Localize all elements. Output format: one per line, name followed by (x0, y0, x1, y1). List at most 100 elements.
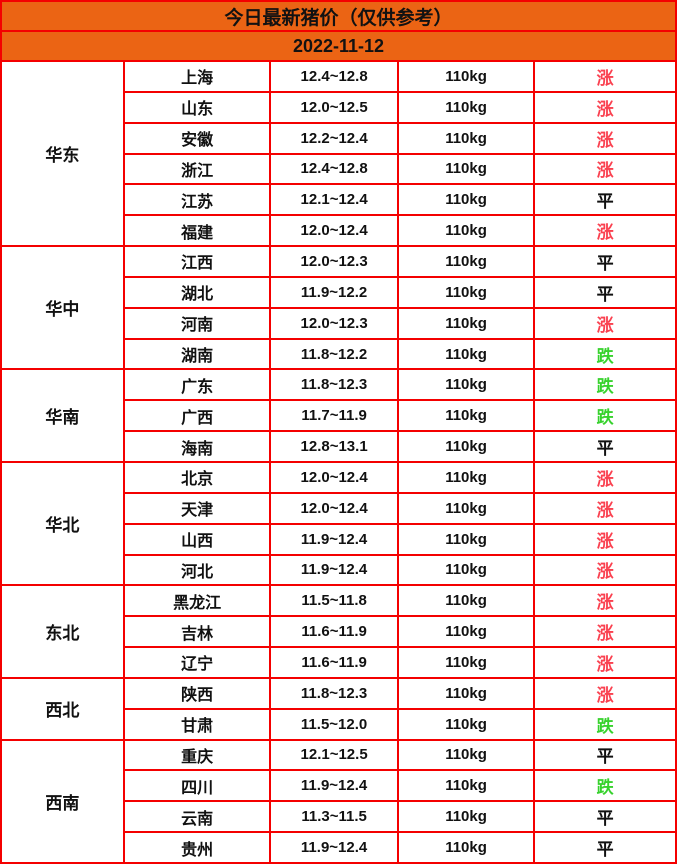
price-cell: 12.0~12.4 (269, 214, 399, 248)
price-cell: 11.6~11.9 (269, 615, 399, 649)
province-cell: 吉林 (122, 615, 272, 649)
province-cell: 陕西 (122, 676, 272, 710)
weight-cell: 110kg (396, 831, 536, 864)
price-cell: 12.1~12.5 (269, 738, 399, 772)
table-row: 海南 12.8~13.1 110kg 平 (1, 430, 677, 463)
price-cell: 11.9~12.2 (269, 275, 399, 309)
table-row: 贵州 11.9~12.4 110kg 平 (1, 831, 677, 864)
price-cell: 11.5~11.8 (269, 584, 399, 618)
price-cell: 12.2~12.4 (269, 121, 399, 155)
trend-cell: 涨 (533, 491, 677, 525)
table-row: 西南 重庆 12.1~12.5 110kg 平 (0, 738, 677, 864)
weight-cell: 110kg (396, 90, 536, 124)
table-row: 福建 12.0~12.4 110kg 涨 (1, 214, 677, 248)
weight-cell: 110kg (396, 183, 536, 217)
table-title-row: 今日最新猪价（仅供参考） (0, 0, 677, 32)
province-cell: 湖南 (122, 337, 272, 371)
region-cell: 华中 (0, 245, 125, 371)
table-row: 山东 12.0~12.5 110kg 涨 (1, 90, 677, 124)
weight-cell: 110kg (396, 121, 536, 155)
trend-cell: 平 (533, 183, 677, 217)
trend-cell: 跌 (533, 769, 677, 803)
trend-cell: 涨 (533, 90, 677, 124)
province-cell: 广东 (122, 368, 272, 402)
region-cell: 华北 (0, 460, 125, 587)
table-row: 安徽 12.2~12.4 110kg 涨 (1, 121, 677, 155)
province-cell: 福建 (122, 214, 272, 248)
price-cell: 12.0~12.5 (269, 90, 399, 124)
weight-cell: 110kg (396, 399, 536, 433)
date-label: 2022-11-12 (0, 30, 677, 62)
table-row: 华南 广东 11.8~12.3 110kg 跌 (0, 368, 677, 463)
trend-cell: 平 (533, 800, 677, 834)
trend-cell: 涨 (533, 214, 677, 248)
price-cell: 12.0~12.4 (269, 460, 399, 494)
table-row: 江苏 12.1~12.4 110kg 平 (1, 183, 677, 217)
price-cell: 12.8~13.1 (269, 430, 399, 463)
weight-cell: 110kg (396, 615, 536, 649)
trend-cell: 涨 (533, 646, 677, 679)
weight-cell: 110kg (396, 800, 536, 834)
trend-cell: 涨 (533, 522, 677, 556)
province-cell: 云南 (122, 800, 272, 834)
trend-cell: 跌 (533, 399, 677, 433)
price-cell: 11.9~12.4 (269, 769, 399, 803)
province-cell: 天津 (122, 491, 272, 525)
province-cell: 北京 (122, 460, 272, 494)
province-cell: 重庆 (122, 738, 272, 772)
weight-cell: 110kg (396, 553, 536, 587)
price-cell: 11.7~11.9 (269, 399, 399, 433)
trend-cell: 平 (533, 245, 677, 278)
table-date-row: 2022-11-12 (0, 30, 677, 62)
table-row: 广西 11.7~11.9 110kg 跌 (1, 399, 677, 433)
price-cell: 12.4~12.8 (269, 152, 399, 186)
province-cell: 江苏 (122, 183, 272, 217)
province-cell: 安徽 (122, 121, 272, 155)
weight-cell: 110kg (396, 275, 536, 309)
weight-cell: 110kg (396, 707, 536, 741)
weight-cell: 110kg (396, 245, 536, 278)
price-cell: 11.8~12.2 (269, 337, 399, 371)
weight-cell: 110kg (396, 306, 536, 340)
weight-cell: 110kg (396, 769, 536, 803)
province-cell: 广西 (122, 399, 272, 433)
table-row: 浙江 12.4~12.8 110kg 涨 (1, 152, 677, 186)
table-row: 吉林 11.6~11.9 110kg 涨 (1, 615, 677, 649)
region-cell: 西北 (0, 676, 125, 741)
price-cell: 11.6~11.9 (269, 646, 399, 679)
trend-cell: 涨 (533, 584, 677, 618)
weight-cell: 110kg (396, 60, 536, 93)
province-cell: 山东 (122, 90, 272, 124)
price-cell: 12.1~12.4 (269, 183, 399, 217)
table-row: 云南 11.3~11.5 110kg 平 (1, 800, 677, 834)
weight-cell: 110kg (396, 337, 536, 371)
page-title: 今日最新猪价（仅供参考） (0, 0, 677, 32)
trend-cell: 涨 (533, 460, 677, 494)
trend-cell: 跌 (533, 707, 677, 741)
price-cell: 12.0~12.4 (269, 491, 399, 525)
table-row: 天津 12.0~12.4 110kg 涨 (1, 491, 677, 525)
table-row: 东北 黑龙江 11.5~11.8 110kg 涨 (0, 584, 677, 679)
weight-cell: 110kg (396, 460, 536, 494)
province-cell: 湖北 (122, 275, 272, 309)
trend-cell: 平 (533, 831, 677, 864)
region-cell: 东北 (0, 584, 125, 679)
weight-cell: 110kg (396, 646, 536, 679)
table-row: 山西 11.9~12.4 110kg 涨 (1, 522, 677, 556)
price-cell: 12.0~12.3 (269, 306, 399, 340)
table-row: 辽宁 11.6~11.9 110kg 涨 (1, 646, 677, 679)
province-cell: 海南 (122, 430, 272, 463)
weight-cell: 110kg (396, 676, 536, 710)
weight-cell: 110kg (396, 491, 536, 525)
price-cell: 11.8~12.3 (269, 368, 399, 402)
province-cell: 贵州 (122, 831, 272, 864)
table-row: 湖南 11.8~12.2 110kg 跌 (1, 337, 677, 371)
trend-cell: 涨 (533, 676, 677, 710)
province-cell: 甘肃 (122, 707, 272, 741)
table-row: 湖北 11.9~12.2 110kg 平 (1, 275, 677, 309)
trend-cell: 涨 (533, 553, 677, 587)
trend-cell: 平 (533, 430, 677, 463)
price-cell: 11.8~12.3 (269, 676, 399, 710)
weight-cell: 110kg (396, 430, 536, 463)
